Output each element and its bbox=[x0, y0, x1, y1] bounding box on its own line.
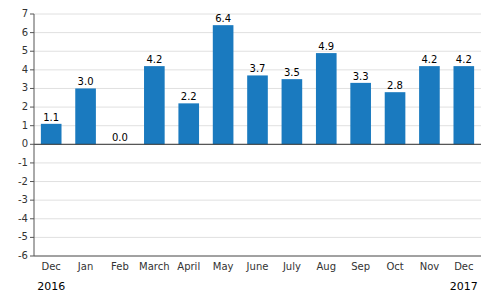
data-label: 6.4 bbox=[215, 13, 231, 24]
grid-line bbox=[34, 51, 481, 52]
bar bbox=[419, 66, 440, 144]
data-label: 2.2 bbox=[181, 91, 197, 102]
tick-mark bbox=[30, 125, 34, 126]
tick-label: -4 bbox=[18, 213, 28, 224]
grid-line bbox=[34, 237, 481, 238]
tick-mark bbox=[30, 69, 34, 70]
tick-mark bbox=[30, 237, 34, 238]
data-label: 4.9 bbox=[318, 41, 334, 52]
x-axis-line bbox=[34, 256, 481, 257]
tick-label: -1 bbox=[18, 157, 28, 168]
data-label: 3.5 bbox=[284, 67, 300, 78]
bar bbox=[213, 25, 234, 144]
tick-label: 7 bbox=[22, 8, 28, 19]
category-label: Sep bbox=[351, 261, 370, 272]
bar bbox=[144, 66, 165, 144]
grid-line bbox=[34, 14, 481, 15]
tick-mark bbox=[30, 107, 34, 108]
category-label: May bbox=[213, 261, 234, 272]
bar bbox=[316, 53, 337, 144]
grid-line bbox=[34, 200, 481, 201]
category-label: July bbox=[282, 261, 301, 272]
tick-label: 6 bbox=[22, 27, 28, 38]
data-label: 0.0 bbox=[112, 132, 128, 143]
category-label: April bbox=[177, 261, 200, 272]
data-labels: 1.1 3.0 0.0 4.2 2.2 6.4 3.7 3.5 4.9 3.3 2.8 4.2 4.2 bbox=[43, 13, 472, 143]
tick-label: 5 bbox=[22, 45, 28, 56]
category-label: Aug bbox=[317, 261, 337, 272]
data-label: 1.1 bbox=[43, 112, 59, 123]
grid-line bbox=[34, 218, 481, 219]
category-label: March bbox=[139, 261, 169, 272]
tick-mark bbox=[30, 218, 34, 219]
tick-mark bbox=[30, 144, 34, 145]
tick-mark bbox=[30, 256, 34, 257]
tick-label: -3 bbox=[18, 194, 28, 205]
data-label: 4.2 bbox=[146, 54, 162, 65]
x-axis: Dec Jan Feb March April May June July Aug Sep Oct N… bbox=[42, 261, 474, 272]
tick-label: 2 bbox=[22, 101, 28, 112]
tick-label: -6 bbox=[18, 250, 28, 261]
grid-line bbox=[34, 162, 481, 163]
annotation: 2017 bbox=[450, 280, 478, 293]
tick-label: 4 bbox=[22, 64, 28, 75]
y-axis: -6 -5 -4 -3 -2 -1 0 1 2 3 4 5 6 7 bbox=[18, 8, 34, 261]
tick-mark bbox=[30, 51, 34, 52]
chart-container: -6 -5 -4 -3 -2 -1 0 1 2 3 4 5 6 7 1.1 3.0 0.0 4.2 2.2 6.4 3.… bbox=[0, 0, 491, 302]
grid bbox=[34, 14, 481, 256]
category-label: Jan bbox=[77, 261, 93, 272]
tick-label: -5 bbox=[18, 231, 28, 242]
tick-mark bbox=[30, 14, 34, 15]
tick-label: -2 bbox=[18, 176, 28, 187]
bar bbox=[75, 88, 96, 144]
grid-line bbox=[34, 144, 481, 145]
grid-line bbox=[34, 256, 481, 257]
data-label: 3.0 bbox=[78, 76, 94, 87]
bar bbox=[41, 124, 62, 144]
tick-label: 3 bbox=[22, 82, 28, 93]
bars bbox=[41, 25, 474, 144]
category-label: Nov bbox=[420, 261, 440, 272]
bar bbox=[247, 75, 268, 144]
tick-mark bbox=[30, 88, 34, 89]
chart-svg: -6 -5 -4 -3 -2 -1 0 1 2 3 4 5 6 7 1.1 3.0 0.0 4.2 2.2 6.4 3.… bbox=[0, 0, 491, 302]
data-label: 3.7 bbox=[250, 63, 266, 74]
annotations: 2016 2017 bbox=[37, 280, 478, 293]
tick-label: 0 bbox=[22, 138, 28, 149]
grid-line bbox=[34, 32, 481, 33]
bar bbox=[385, 92, 406, 144]
tick-mark bbox=[30, 32, 34, 33]
data-label: 4.2 bbox=[421, 54, 437, 65]
category-label: Oct bbox=[386, 261, 403, 272]
data-label: 3.3 bbox=[353, 71, 369, 82]
category-label: Feb bbox=[111, 261, 129, 272]
zero-line bbox=[34, 144, 481, 145]
tick-mark bbox=[30, 200, 34, 201]
data-label: 2.8 bbox=[387, 80, 403, 91]
bar bbox=[453, 66, 474, 144]
bar bbox=[282, 79, 303, 144]
data-label: 4.2 bbox=[456, 54, 472, 65]
annotation: 2016 bbox=[37, 280, 65, 293]
y-axis-line bbox=[34, 14, 35, 256]
tick-mark bbox=[30, 181, 34, 182]
grid-line bbox=[34, 181, 481, 182]
category-label: June bbox=[246, 261, 269, 272]
bar bbox=[350, 83, 371, 144]
category-label: Dec bbox=[42, 261, 61, 272]
bar bbox=[178, 103, 199, 144]
tick-mark bbox=[30, 162, 34, 163]
tick-label: 1 bbox=[22, 120, 28, 131]
category-label: Dec bbox=[454, 261, 473, 272]
